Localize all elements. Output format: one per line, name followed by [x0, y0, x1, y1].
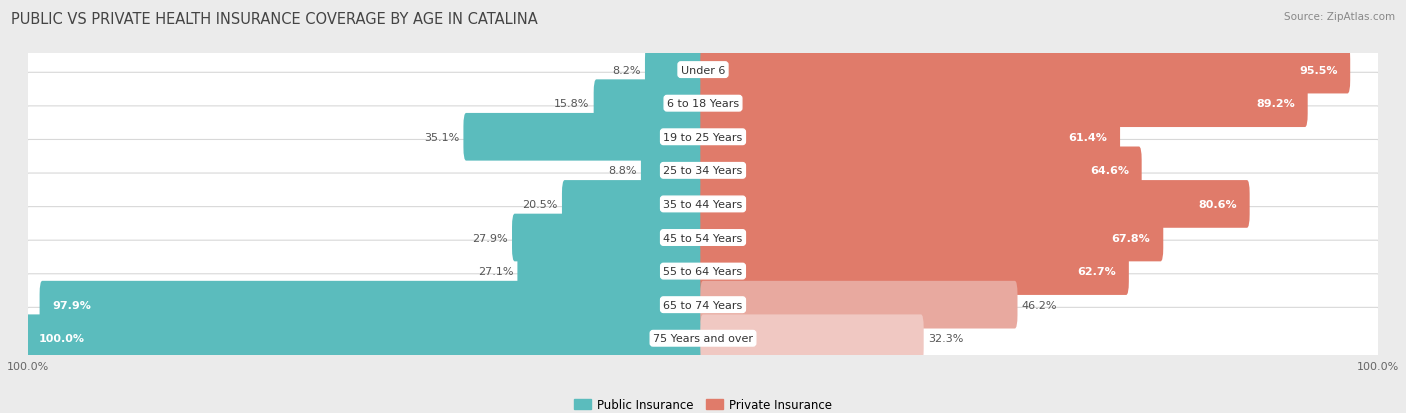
Text: 32.3%: 32.3%: [928, 333, 963, 344]
FancyBboxPatch shape: [39, 281, 706, 329]
FancyBboxPatch shape: [25, 308, 1381, 369]
FancyBboxPatch shape: [464, 114, 706, 161]
Text: 19 to 25 Years: 19 to 25 Years: [664, 133, 742, 142]
FancyBboxPatch shape: [593, 80, 706, 128]
Text: 75 Years and over: 75 Years and over: [652, 333, 754, 344]
FancyBboxPatch shape: [25, 173, 1381, 235]
FancyBboxPatch shape: [512, 214, 706, 262]
FancyBboxPatch shape: [25, 315, 706, 362]
FancyBboxPatch shape: [700, 80, 1308, 128]
FancyBboxPatch shape: [25, 241, 1381, 302]
Text: 61.4%: 61.4%: [1069, 133, 1108, 142]
Text: 55 to 64 Years: 55 to 64 Years: [664, 266, 742, 276]
FancyBboxPatch shape: [25, 140, 1381, 202]
Text: 97.9%: 97.9%: [52, 300, 91, 310]
Text: 67.8%: 67.8%: [1112, 233, 1150, 243]
FancyBboxPatch shape: [700, 281, 1018, 329]
Text: 27.9%: 27.9%: [472, 233, 508, 243]
FancyBboxPatch shape: [700, 248, 1129, 295]
FancyBboxPatch shape: [700, 315, 924, 362]
FancyBboxPatch shape: [700, 180, 1250, 228]
Text: 27.1%: 27.1%: [478, 266, 513, 276]
FancyBboxPatch shape: [517, 248, 706, 295]
Text: Under 6: Under 6: [681, 65, 725, 76]
Text: 6 to 18 Years: 6 to 18 Years: [666, 99, 740, 109]
Text: 45 to 54 Years: 45 to 54 Years: [664, 233, 742, 243]
FancyBboxPatch shape: [25, 40, 1381, 101]
FancyBboxPatch shape: [641, 147, 706, 195]
Text: 65 to 74 Years: 65 to 74 Years: [664, 300, 742, 310]
FancyBboxPatch shape: [700, 147, 1142, 195]
FancyBboxPatch shape: [25, 107, 1381, 168]
Text: 89.2%: 89.2%: [1256, 99, 1295, 109]
Text: 95.5%: 95.5%: [1299, 65, 1337, 76]
Text: 64.6%: 64.6%: [1090, 166, 1129, 176]
FancyBboxPatch shape: [645, 47, 706, 94]
Text: 35 to 44 Years: 35 to 44 Years: [664, 199, 742, 209]
Text: 25 to 34 Years: 25 to 34 Years: [664, 166, 742, 176]
FancyBboxPatch shape: [25, 274, 1381, 336]
FancyBboxPatch shape: [700, 214, 1163, 262]
Text: 15.8%: 15.8%: [554, 99, 589, 109]
FancyBboxPatch shape: [700, 114, 1121, 161]
FancyBboxPatch shape: [700, 47, 1350, 94]
Text: 100.0%: 100.0%: [38, 333, 84, 344]
Text: 20.5%: 20.5%: [523, 199, 558, 209]
FancyBboxPatch shape: [562, 180, 706, 228]
Text: PUBLIC VS PRIVATE HEALTH INSURANCE COVERAGE BY AGE IN CATALINA: PUBLIC VS PRIVATE HEALTH INSURANCE COVER…: [11, 12, 538, 27]
Text: 8.8%: 8.8%: [609, 166, 637, 176]
Text: 35.1%: 35.1%: [425, 133, 460, 142]
Text: 46.2%: 46.2%: [1022, 300, 1057, 310]
Text: Source: ZipAtlas.com: Source: ZipAtlas.com: [1284, 12, 1395, 22]
FancyBboxPatch shape: [25, 73, 1381, 135]
Text: 8.2%: 8.2%: [613, 65, 641, 76]
Text: 80.6%: 80.6%: [1198, 199, 1237, 209]
FancyBboxPatch shape: [25, 207, 1381, 269]
Text: 62.7%: 62.7%: [1077, 266, 1116, 276]
Legend: Public Insurance, Private Insurance: Public Insurance, Private Insurance: [569, 393, 837, 413]
